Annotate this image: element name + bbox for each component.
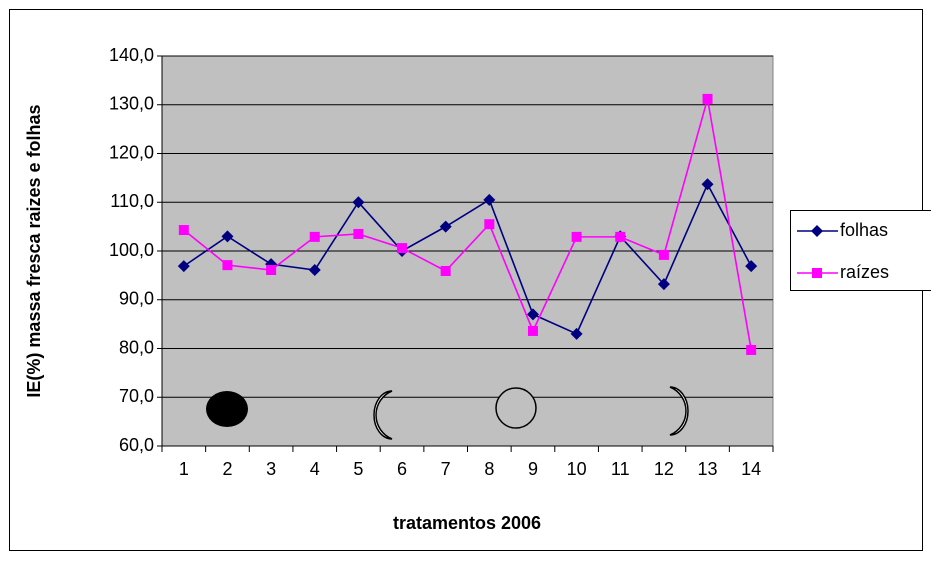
legend-marker	[812, 268, 822, 278]
point	[353, 229, 363, 239]
legend-label: folhas	[840, 220, 888, 240]
point	[659, 250, 669, 260]
point	[528, 326, 538, 336]
legend-label: raízes	[840, 262, 889, 282]
x-tick-label: 8	[484, 459, 494, 479]
new-moon	[206, 391, 248, 427]
y-tick-label: 80,0	[119, 337, 154, 357]
x-tick-label: 9	[528, 459, 538, 479]
point	[484, 219, 494, 229]
y-tick-label: 140,0	[109, 45, 154, 65]
x-tick-label: 2	[222, 459, 232, 479]
point	[703, 94, 713, 104]
x-tick-label: 10	[567, 459, 587, 479]
point	[397, 243, 407, 253]
point	[441, 266, 451, 276]
x-tick-label: 6	[397, 459, 407, 479]
x-tick-label: 5	[353, 459, 363, 479]
x-tick-label: 1	[179, 459, 189, 479]
point	[746, 345, 756, 355]
y-tick-label: 70,0	[119, 386, 154, 406]
y-tick-label: 90,0	[119, 289, 154, 309]
x-tick-label: 3	[266, 459, 276, 479]
y-tick-label: 130,0	[109, 94, 154, 114]
x-tick-label: 13	[698, 459, 718, 479]
y-tick-label: 110,0	[110, 191, 154, 211]
y-axis-title: IE(%) massa fresca raizes e folhas	[24, 104, 44, 397]
x-tick-label: 11	[611, 459, 630, 479]
x-tick-label: 7	[441, 459, 451, 479]
full-moon	[496, 388, 536, 428]
x-tick-label: 14	[741, 459, 761, 479]
x-tick-label: 12	[654, 459, 674, 479]
point	[572, 232, 582, 242]
y-tick-label: 60,0	[119, 435, 154, 455]
y-tick-label: 120,0	[109, 142, 154, 162]
y-tick-label: 100,0	[109, 240, 154, 260]
point	[615, 232, 625, 242]
point	[310, 232, 320, 242]
point	[222, 260, 232, 270]
x-axis-title: tratamentos 2006	[393, 513, 541, 533]
point	[266, 265, 276, 275]
point	[179, 225, 189, 235]
x-tick-label: 4	[310, 459, 320, 479]
